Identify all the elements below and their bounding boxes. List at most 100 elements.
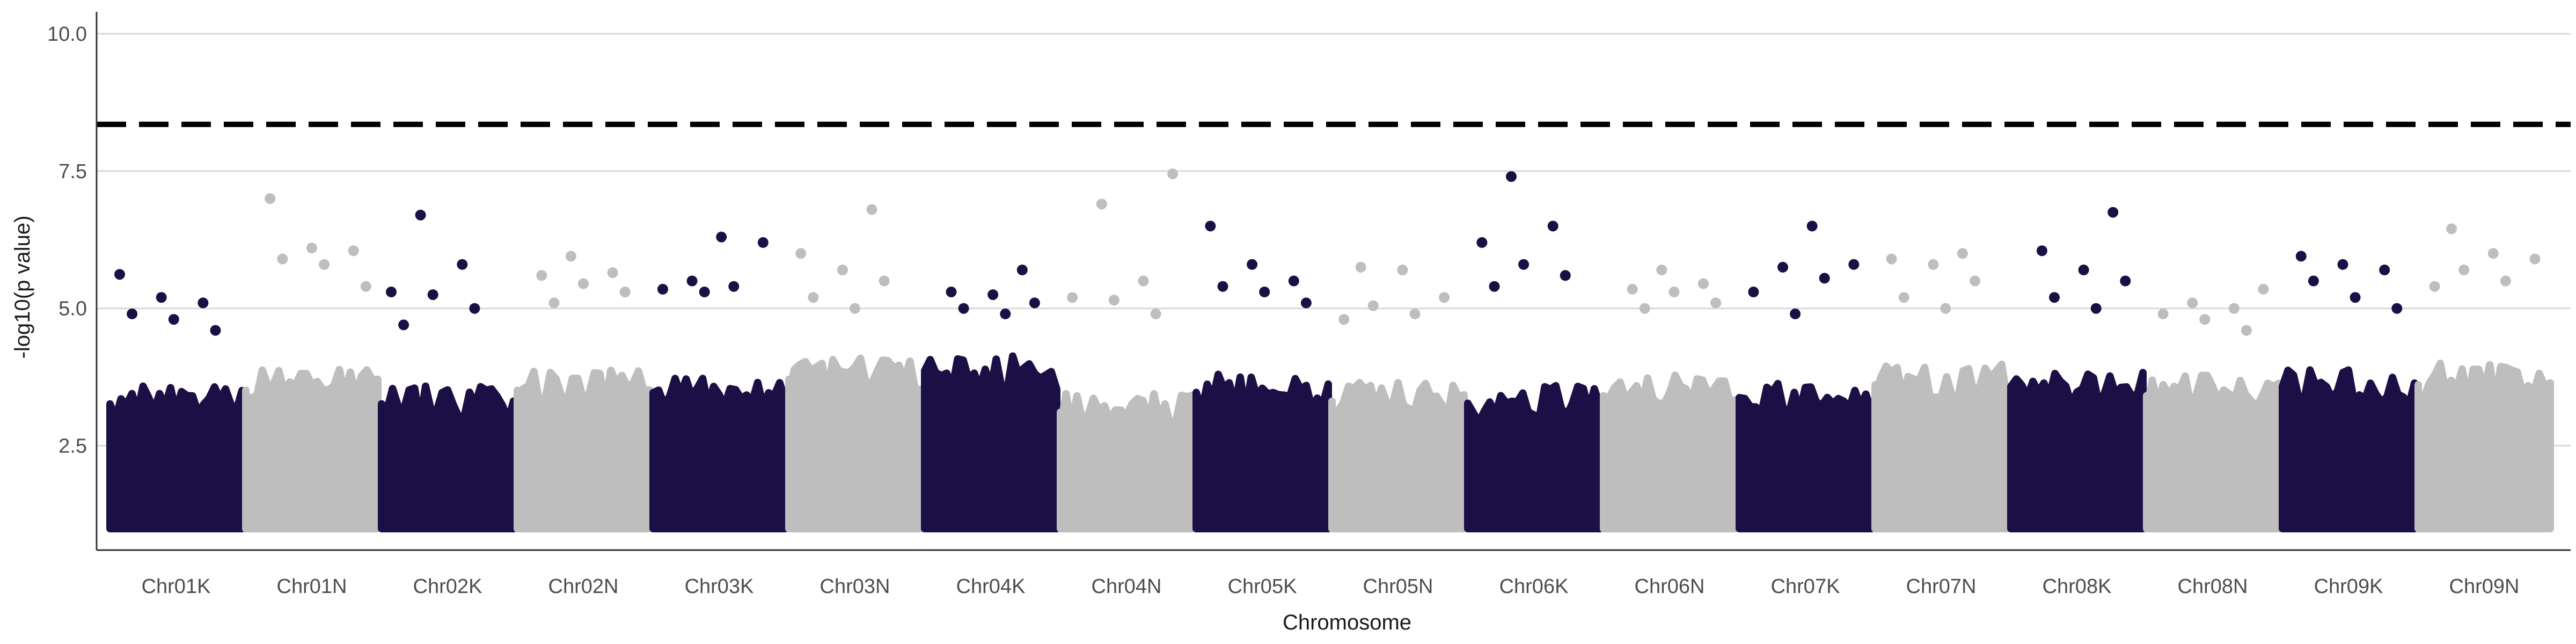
snp-point <box>578 278 589 289</box>
snp-point <box>427 289 438 301</box>
snp-point <box>795 248 807 259</box>
snp-bulk <box>1464 382 1604 532</box>
snp-bulk <box>514 367 653 532</box>
snp-point <box>1476 237 1488 248</box>
snp-bulk <box>785 354 925 532</box>
y-axis-title: -log10(p value) <box>11 216 34 359</box>
y-tick-label: 5.0 <box>58 298 87 320</box>
x-tick-label: Chr01N <box>277 575 347 598</box>
snp-point <box>2391 303 2403 314</box>
snp-point <box>1338 314 1350 325</box>
snp-point <box>2487 248 2499 259</box>
snp-points-layer <box>114 168 2541 336</box>
snp-point <box>1710 297 1722 309</box>
snp-point <box>1288 275 1299 287</box>
x-tick-label: Chr05N <box>1363 575 1433 598</box>
snp-point <box>757 237 769 248</box>
snp-point <box>210 325 221 336</box>
snp-bulk <box>2414 360 2554 532</box>
snp-point <box>1848 259 1860 270</box>
x-tick-label: Chr01K <box>142 575 211 598</box>
snp-point <box>657 283 668 295</box>
snp-point <box>987 289 999 301</box>
snp-point <box>319 259 330 270</box>
snp-point <box>1898 292 1909 303</box>
snp-point <box>1096 199 1107 210</box>
snp-point <box>2308 275 2319 287</box>
snp-point <box>1819 273 1830 284</box>
snp-bulk <box>1600 371 1739 532</box>
x-tick-label: Chr04N <box>1092 575 1162 598</box>
snp-point <box>1217 281 1228 292</box>
snp-point <box>2107 207 2119 218</box>
snp-point <box>1748 287 1759 297</box>
snp-bulk <box>1057 390 1196 532</box>
snp-point <box>1668 287 1680 297</box>
snp-point <box>879 275 890 287</box>
snp-point <box>548 297 560 309</box>
x-tick-label: Chr07N <box>1906 575 1977 598</box>
snp-point <box>1439 292 1450 303</box>
snp-point <box>2199 314 2211 325</box>
snp-point <box>469 303 480 314</box>
snp-point <box>1656 265 1667 275</box>
snp-point <box>306 243 317 254</box>
snp-bulk <box>106 382 246 532</box>
x-tick-label: Chr09N <box>2449 575 2520 598</box>
x-tick-label: Chr08K <box>2043 575 2112 598</box>
x-tick-label: Chr09K <box>2314 575 2383 598</box>
x-tick-label: Chr07K <box>1771 575 1840 598</box>
snp-point <box>2337 259 2348 270</box>
snp-point <box>699 287 710 297</box>
snp-point <box>360 281 371 292</box>
x-tick-label: Chr06N <box>1635 575 1705 598</box>
x-tick-label: Chr05K <box>1228 575 1297 598</box>
snp-point <box>127 308 138 319</box>
snp-point <box>1355 261 1366 273</box>
snp-point <box>1259 287 1270 297</box>
snp-point <box>607 267 618 279</box>
snp-point <box>1506 171 1517 182</box>
x-tick-label: Chr06K <box>1499 575 1569 598</box>
snp-point <box>1627 283 1638 295</box>
snp-bulk <box>378 382 517 532</box>
snp-point <box>1970 275 1980 287</box>
x-tick-label: Chr02K <box>413 575 482 598</box>
snp-point <box>1806 221 1818 232</box>
snp-point <box>837 265 848 275</box>
snp-point <box>1067 292 1078 303</box>
y-tick-labels: 2.5 5.0 7.5 10.0 <box>47 23 87 458</box>
snp-point <box>1790 308 1801 319</box>
snp-point <box>716 231 727 243</box>
snp-point <box>2090 303 2102 314</box>
snp-point <box>2429 281 2440 292</box>
snp-point <box>2228 303 2240 314</box>
snp-point <box>866 204 877 215</box>
snp-bulk <box>2279 366 2418 532</box>
snp-point <box>1000 308 1011 319</box>
y-tick-label: 10.0 <box>47 23 87 46</box>
snp-point <box>197 297 209 309</box>
snp-point <box>1639 303 1650 314</box>
snp-point <box>2350 292 2361 303</box>
snp-point <box>2241 325 2252 336</box>
snp-bulk <box>2007 369 2147 532</box>
snp-point <box>1016 265 1028 275</box>
x-tick-label: Chr04K <box>956 575 1026 598</box>
y-tick-label: 7.5 <box>58 160 87 183</box>
snp-point <box>2446 223 2457 235</box>
snp-bulk <box>1736 379 1875 532</box>
snp-point <box>386 287 397 297</box>
snp-point <box>2379 265 2390 275</box>
snp-point <box>1108 295 1119 306</box>
snp-point <box>2049 292 2060 303</box>
snp-point <box>1928 259 1939 270</box>
snp-point <box>2458 265 2470 275</box>
snp-point <box>1547 221 1558 232</box>
snp-point <box>1300 297 1312 309</box>
snp-point <box>2500 275 2511 287</box>
snp-bulk <box>242 365 382 532</box>
snp-bulk <box>649 375 789 532</box>
snp-point <box>265 193 276 204</box>
